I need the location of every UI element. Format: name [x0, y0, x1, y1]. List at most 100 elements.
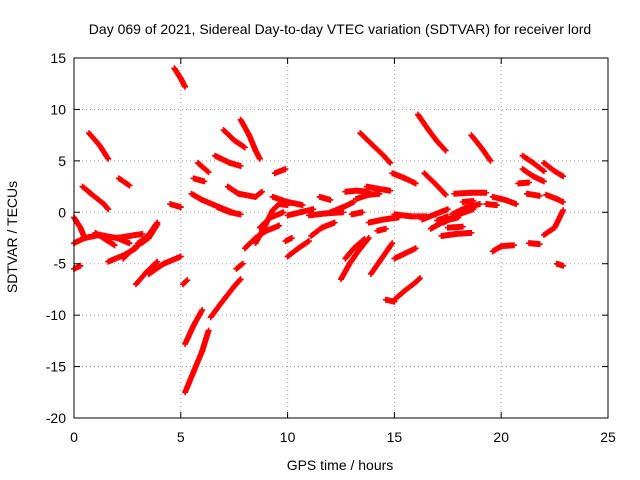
data-point — [205, 327, 212, 334]
data-series-arc-52 — [389, 170, 419, 187]
data-series-arc-60 — [434, 213, 451, 224]
data-point — [415, 276, 422, 283]
data-point — [241, 144, 248, 151]
data-series-arc-05 — [85, 130, 112, 162]
data-point — [365, 235, 372, 241]
data-series-arc-61 — [438, 229, 475, 239]
data-series-arc-27 — [233, 260, 246, 272]
x-tick-label: 0 — [70, 429, 78, 445]
data-point — [388, 241, 395, 248]
data-point — [282, 166, 289, 173]
data-series-arc-45 — [352, 190, 383, 202]
data-point — [441, 146, 448, 153]
data-point — [560, 207, 567, 214]
data-series-arc-43 — [342, 187, 372, 195]
data-series-arc-63 — [444, 223, 466, 231]
data-series-arc-08 — [115, 175, 133, 189]
data-series-arc-09 — [113, 230, 146, 241]
data-point — [276, 222, 283, 229]
data-point — [493, 202, 500, 209]
data-series-arc-71 — [519, 152, 547, 175]
data-series-arc-76 — [540, 207, 567, 238]
y-tick-label: 0 — [58, 204, 66, 220]
y-tick-label: -10 — [46, 307, 66, 323]
data-series-arc-73 — [515, 179, 532, 187]
data-series-arc-20 — [190, 175, 208, 185]
data-series-arc-28 — [237, 116, 263, 162]
data-point — [139, 230, 146, 237]
data-point — [183, 278, 190, 285]
data-point — [205, 169, 212, 176]
data-point — [511, 242, 518, 249]
x-tick-label: 5 — [177, 429, 185, 445]
data-point — [459, 223, 466, 230]
data-point — [288, 235, 295, 241]
axis-ticks: 0 5 10 15 20 25 -20 -15 -10 -5 0 5 10 15 — [46, 50, 616, 445]
data-series-arc-40 — [327, 199, 357, 216]
data-point — [237, 211, 244, 218]
data-series-arc-37 — [308, 219, 338, 239]
data-series-arc-70 — [489, 242, 518, 255]
data-point — [359, 209, 366, 216]
data-point — [237, 276, 244, 283]
data-point — [476, 201, 483, 208]
data-series-arc-64 — [449, 201, 483, 218]
data-point — [105, 206, 112, 213]
data-point — [387, 187, 394, 194]
data-point — [182, 83, 189, 90]
data-series-arc-44 — [348, 209, 366, 218]
data-series-arc-22 — [207, 276, 244, 321]
data-series-arc-13 — [145, 253, 184, 277]
data-point — [389, 240, 396, 247]
data-point — [540, 178, 547, 185]
data-point — [154, 219, 161, 226]
data-point — [177, 204, 184, 211]
data-series-arc-79 — [553, 260, 567, 269]
y-tick-label: 5 — [58, 153, 66, 169]
data-series-arc-06 — [92, 229, 118, 249]
data-series-arc-50 — [374, 225, 389, 234]
data-point — [442, 191, 449, 198]
data-point — [441, 190, 448, 197]
data-point — [104, 205, 111, 212]
data-point — [540, 168, 547, 175]
data-point — [126, 182, 133, 189]
y-tick-label: -5 — [54, 256, 67, 272]
data-point — [256, 155, 263, 162]
data-series-arc-53 — [391, 245, 419, 262]
data-point — [77, 262, 84, 269]
data-series-arc-26 — [224, 183, 265, 200]
data-point — [201, 178, 208, 185]
data-series-arc-42 — [342, 236, 368, 262]
x-tick-label: 25 — [600, 429, 616, 445]
data-point — [105, 155, 112, 162]
data-series-arc-58 — [421, 170, 449, 198]
data-point — [305, 238, 312, 245]
data-series-arc-34 — [282, 235, 295, 245]
data-series-arc-78 — [543, 191, 567, 205]
data-point — [412, 180, 419, 187]
x-tick-label: 20 — [493, 429, 509, 445]
data-series-arc-49 — [367, 240, 396, 277]
x-axis-label: GPS time / hours — [287, 457, 394, 473]
y-tick-label: -20 — [46, 410, 66, 426]
y-tick-label: 15 — [50, 50, 66, 66]
data-series-arc-11 — [135, 219, 161, 247]
data-series-arc-66 — [459, 197, 477, 205]
data-point — [386, 158, 393, 165]
plot-frame — [73, 57, 609, 419]
data-point — [258, 188, 265, 195]
y-tick-label: -15 — [46, 359, 66, 375]
data-series-arc-46 — [357, 130, 394, 166]
y-axis-label: SDTVAR / TECUs — [4, 181, 20, 293]
data-point — [560, 199, 567, 205]
data-point — [444, 206, 451, 213]
data-point — [257, 189, 264, 196]
data-point — [412, 245, 419, 252]
data-point — [470, 197, 477, 204]
data-point — [299, 202, 306, 209]
data-point — [513, 201, 520, 208]
data-series-arc-39 — [316, 193, 334, 203]
